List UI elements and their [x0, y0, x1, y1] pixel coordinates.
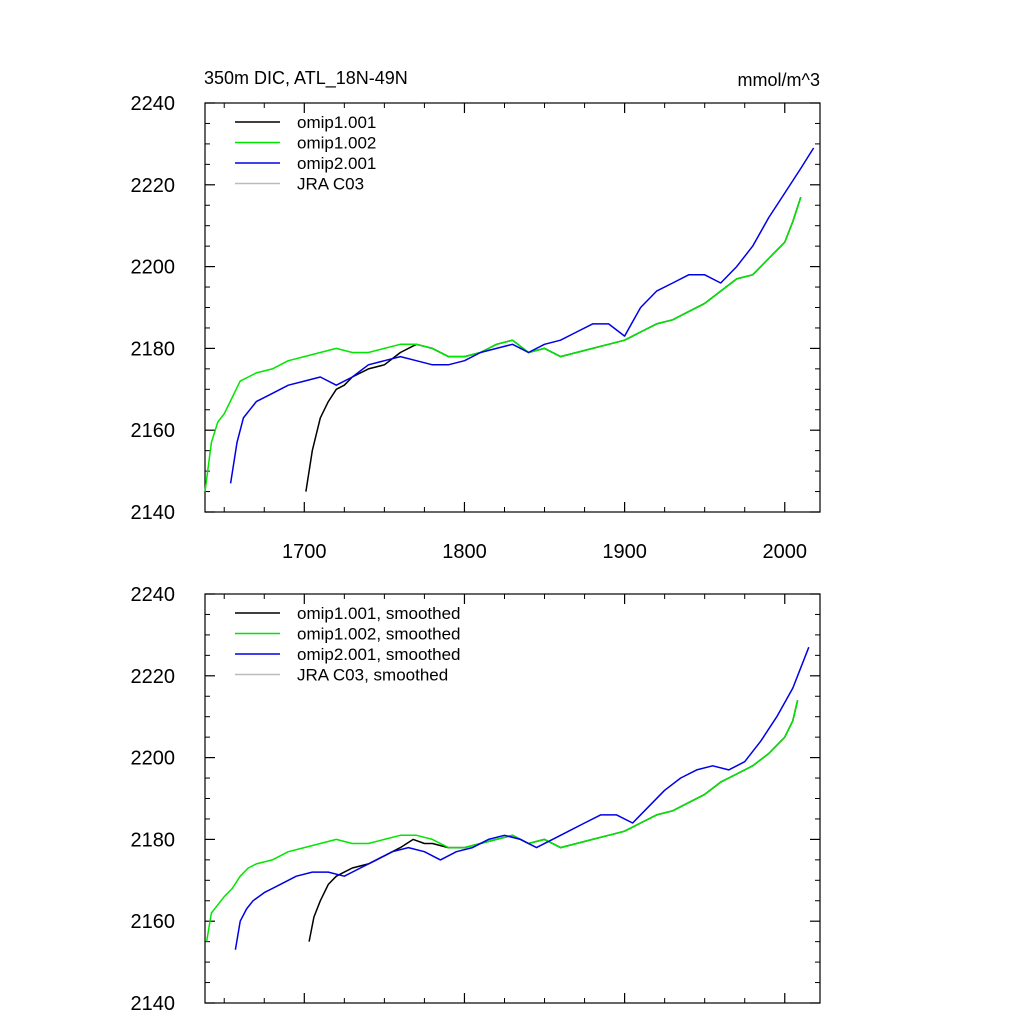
legend-label: omip1.002 [297, 134, 376, 153]
x-tick-label: 1900 [602, 541, 647, 563]
y-tick-label: 2200 [131, 257, 176, 279]
series-line-1 [308, 700, 799, 942]
legend-label: omip1.002, smoothed [297, 625, 461, 644]
y-tick-label: 2160 [131, 420, 176, 442]
x-tick-label: 2000 [763, 541, 808, 563]
y-tick-label: 2220 [131, 666, 176, 688]
series-line-2 [204, 196, 802, 492]
legend-label: JRA C03 [297, 175, 364, 194]
figure-title: 350m DIC, ATL_18N-49N [204, 68, 408, 89]
y-tick-label: 2180 [131, 338, 176, 360]
y-tick-label: 2140 [131, 502, 176, 524]
series-line-3 [229, 147, 815, 484]
x-tick-label: 1700 [282, 541, 327, 563]
legend-label: JRA C03, smoothed [297, 666, 448, 685]
top-panel: 2140 2160 2180 2200 2220 2240 1700 1800 1900 2000… [131, 93, 821, 563]
series-line-2 [205, 700, 799, 942]
legend-label: omip1.001 [297, 113, 376, 132]
y-tick-label: 2220 [131, 175, 176, 197]
legend-label: omip2.001, smoothed [297, 645, 461, 664]
units-label: mmol/m^3 [738, 70, 820, 90]
series-line-3 [234, 646, 810, 950]
y-tick-label: 2200 [131, 748, 176, 770]
legend-label: omip1.001, smoothed [297, 604, 461, 623]
y-tick-label: 2240 [131, 93, 176, 115]
x-tick-label: 1800 [442, 541, 487, 563]
series-line-1 [305, 196, 802, 492]
y-tick-label: 2160 [131, 911, 176, 933]
bottom-panel: 2140 2160 2180 2200 2220 2240 omip1.001, smoot… [131, 584, 821, 1015]
y-tick-label: 2240 [131, 584, 176, 606]
y-tick-label: 2140 [131, 993, 176, 1015]
legend-label: omip2.001 [297, 154, 376, 173]
y-tick-label: 2180 [131, 829, 176, 851]
